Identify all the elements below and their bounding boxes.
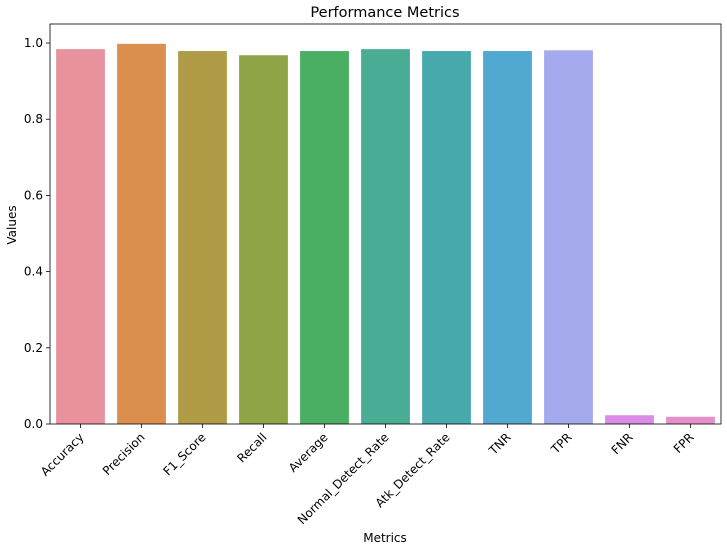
bar-normal-detect-rate (361, 49, 410, 424)
x-axis-title: Metrics (363, 531, 407, 545)
x-ticks: Accuracy Precision F1_Score Recall AverageNo… (38, 424, 697, 527)
x-tick-label: FPR (671, 430, 697, 456)
bar-tpr (544, 50, 593, 424)
y-tick-label: 0.0 (24, 417, 43, 431)
y-tick-label: 1.0 (24, 36, 43, 50)
bar-recall (239, 55, 288, 425)
y-axis-title: Values (5, 205, 19, 244)
y-ticks: 0.0 0.2 0.4 0.6 0.8 1.0 (24, 36, 50, 431)
x-tick-label: F1_Score (160, 430, 208, 478)
bars-layer (56, 43, 715, 425)
bar-precision (117, 43, 166, 425)
chart-title: Performance Metrics (310, 5, 459, 21)
y-tick-label: 0.4 (24, 265, 43, 279)
bar-accuracy (56, 49, 105, 424)
x-tick-label: Accuracy (38, 430, 87, 479)
bar-atk-detect-rate (422, 51, 471, 425)
x-tick-label: Recall (234, 430, 269, 465)
bar-f1-score (178, 51, 227, 425)
x-tick-label: Average (286, 430, 331, 475)
x-tick-label: TPR (548, 430, 575, 457)
bar-fnr (605, 415, 654, 424)
x-tick-label: TNR (486, 430, 514, 458)
x-tick-label: Precision (100, 430, 148, 478)
y-tick-label: 0.6 (24, 188, 43, 202)
y-tick-label: 0.8 (24, 112, 43, 126)
bar-fpr (666, 416, 715, 424)
bar-average (300, 51, 349, 425)
bar-tnr (483, 51, 532, 425)
x-tick-label: FNR (609, 430, 636, 457)
y-tick-label: 0.2 (24, 341, 43, 355)
